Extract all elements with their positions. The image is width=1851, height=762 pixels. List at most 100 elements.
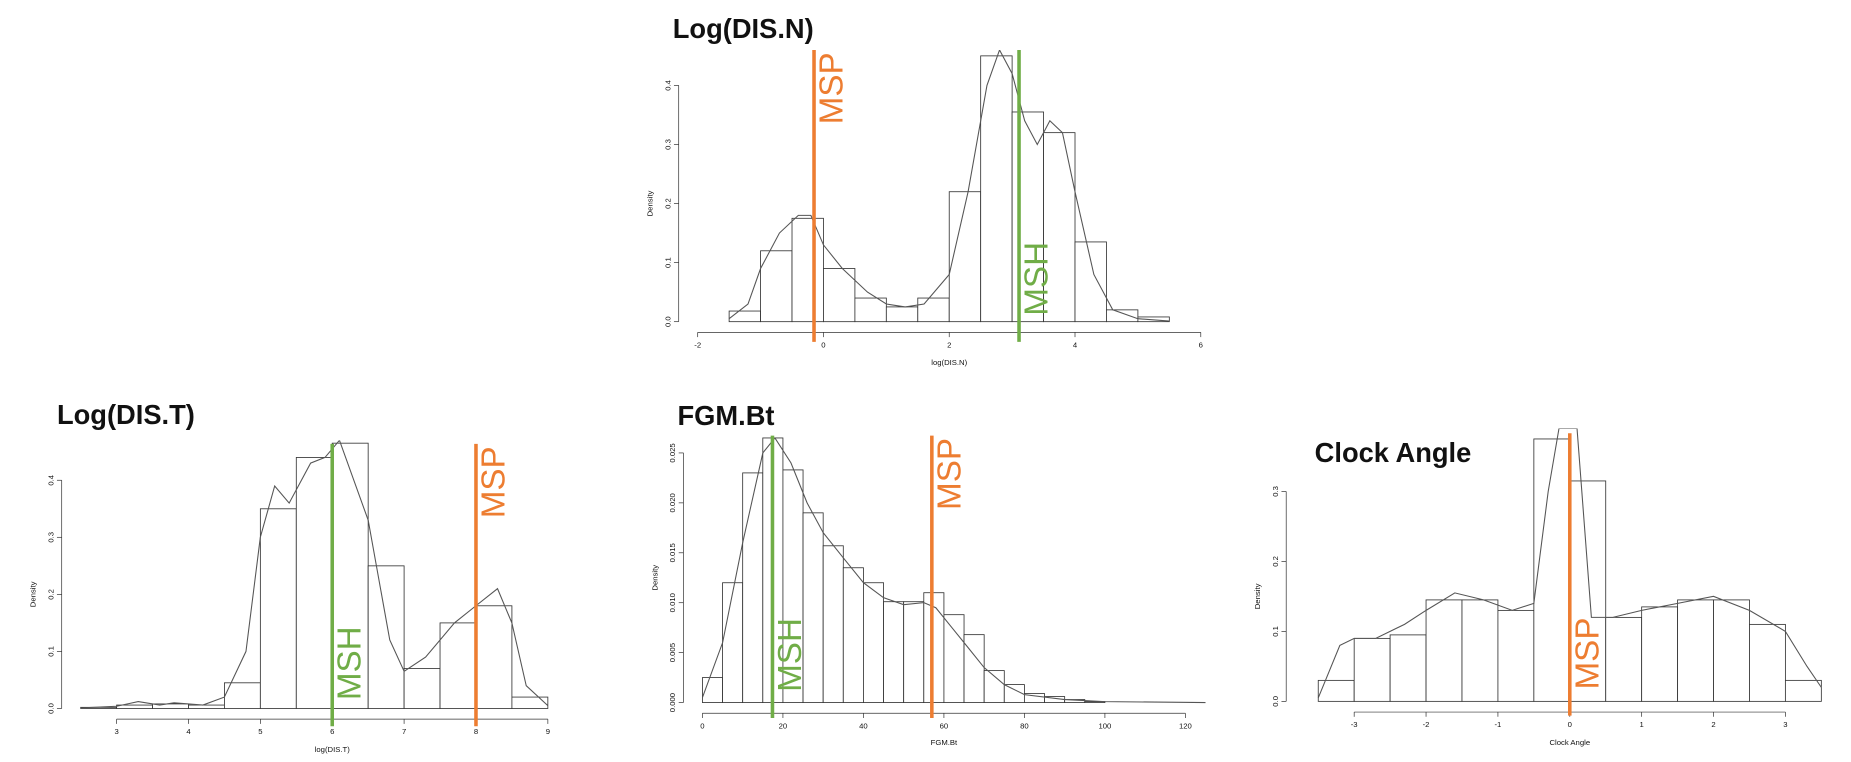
x-tick-label: 80 bbox=[1020, 721, 1029, 730]
y-tick-label: 0.3 bbox=[663, 139, 672, 150]
chart-title: Clock Angle bbox=[1315, 437, 1472, 468]
x-axis-label: log(DIS.T) bbox=[315, 745, 351, 754]
y-axis-label: Density bbox=[650, 565, 659, 591]
bar bbox=[1605, 616, 1643, 702]
bar bbox=[1569, 480, 1607, 702]
x-tick-label: -2 bbox=[1423, 720, 1430, 729]
x-tick-label: 0 bbox=[1568, 720, 1572, 729]
bar bbox=[331, 442, 369, 709]
marker-label: MSH bbox=[772, 618, 809, 692]
marker-label: MSH bbox=[332, 626, 369, 700]
bar bbox=[791, 217, 824, 323]
bar bbox=[475, 605, 513, 709]
bar bbox=[948, 191, 982, 323]
bar bbox=[883, 601, 905, 703]
bar bbox=[259, 508, 297, 709]
bar bbox=[842, 567, 864, 703]
bar bbox=[760, 250, 793, 323]
x-tick-label: 1 bbox=[1640, 720, 1644, 729]
y-tick-label: 0.2 bbox=[663, 198, 672, 209]
x-tick-label: -2 bbox=[694, 340, 701, 349]
x-tick-label: 6 bbox=[1199, 340, 1203, 349]
y-tick-label: 0.3 bbox=[1271, 486, 1280, 497]
bar bbox=[403, 668, 441, 709]
chart-title: Log(DIS.N) bbox=[673, 13, 814, 44]
x-tick-label: 100 bbox=[1098, 721, 1111, 730]
bar bbox=[917, 297, 950, 323]
y-tick-label: 0.2 bbox=[1271, 556, 1280, 567]
y-tick-label: 0.4 bbox=[663, 79, 672, 90]
bar bbox=[1389, 634, 1427, 702]
y-tick-label: 0.015 bbox=[668, 543, 677, 562]
bar bbox=[863, 582, 884, 703]
marker-label: MSH bbox=[1019, 242, 1056, 316]
bar bbox=[1425, 599, 1463, 702]
bar bbox=[188, 704, 225, 709]
bar bbox=[1497, 609, 1535, 702]
bar bbox=[943, 614, 965, 703]
x-tick-label: -1 bbox=[1494, 720, 1501, 729]
y-axis-label: Density bbox=[646, 191, 655, 217]
y-tick-label: 0.4 bbox=[46, 474, 55, 485]
x-tick-label: 40 bbox=[859, 721, 868, 730]
x-tick-label: 4 bbox=[1073, 340, 1078, 349]
chart-title: Log(DIS.T) bbox=[57, 399, 195, 430]
bar bbox=[367, 565, 405, 709]
density-curve bbox=[728, 49, 1170, 322]
bar bbox=[1533, 438, 1571, 702]
x-tick-label: 20 bbox=[779, 721, 788, 730]
bar bbox=[963, 634, 985, 703]
x-tick-label: 60 bbox=[940, 721, 949, 730]
bar bbox=[983, 670, 1005, 703]
bar bbox=[1043, 132, 1076, 323]
x-tick-label: 2 bbox=[947, 340, 951, 349]
x-tick-label: 2 bbox=[1711, 720, 1715, 729]
x-tick-label: 8 bbox=[474, 727, 478, 736]
y-tick-label: 0.0 bbox=[663, 316, 672, 327]
bar bbox=[728, 310, 761, 323]
y-tick-label: 0.025 bbox=[668, 443, 677, 462]
bar bbox=[980, 55, 1013, 323]
x-tick-label: 0 bbox=[821, 340, 825, 349]
x-axis-label: FGM.Bt bbox=[931, 738, 958, 747]
x-tick-label: -3 bbox=[1351, 720, 1358, 729]
bar bbox=[1641, 606, 1679, 702]
density-curve bbox=[1317, 428, 1822, 699]
bar bbox=[1074, 241, 1107, 323]
bar bbox=[1461, 599, 1499, 702]
x-tick-label: 5 bbox=[258, 727, 262, 736]
bar bbox=[885, 306, 919, 323]
bar bbox=[511, 696, 549, 709]
bar bbox=[295, 457, 333, 709]
y-axis-label: Density bbox=[1253, 583, 1262, 609]
y-axis-label: Density bbox=[29, 581, 38, 607]
y-tick-label: 0.000 bbox=[668, 693, 677, 712]
y-tick-label: 0.0 bbox=[1271, 696, 1280, 707]
bar bbox=[1713, 599, 1750, 702]
bar bbox=[1137, 316, 1170, 323]
marker-label: MSP bbox=[475, 446, 512, 518]
x-tick-label: 3 bbox=[1783, 720, 1787, 729]
x-tick-label: 0 bbox=[700, 721, 704, 730]
x-tick-label: 7 bbox=[402, 727, 406, 736]
marker-label: MSP bbox=[931, 438, 968, 510]
x-tick-label: 6 bbox=[330, 727, 334, 736]
x-tick-label: 9 bbox=[546, 727, 550, 736]
y-tick-label: 0.1 bbox=[663, 257, 672, 268]
y-tick-label: 0.010 bbox=[668, 593, 677, 612]
bar bbox=[742, 472, 764, 703]
bar bbox=[1353, 637, 1391, 702]
y-tick-label: 0.0 bbox=[46, 703, 55, 714]
marker-label: MSP bbox=[814, 52, 851, 124]
x-tick-label: 120 bbox=[1179, 721, 1192, 730]
marker-label: MSP bbox=[1569, 618, 1606, 690]
x-tick-label: 4 bbox=[186, 727, 191, 736]
bar bbox=[903, 601, 925, 703]
bar bbox=[224, 682, 261, 709]
bar bbox=[823, 268, 856, 323]
density-curve bbox=[80, 440, 549, 709]
bar bbox=[1677, 599, 1714, 702]
bar bbox=[1784, 679, 1822, 702]
y-tick-label: 0.1 bbox=[46, 646, 55, 657]
bar bbox=[822, 545, 844, 703]
